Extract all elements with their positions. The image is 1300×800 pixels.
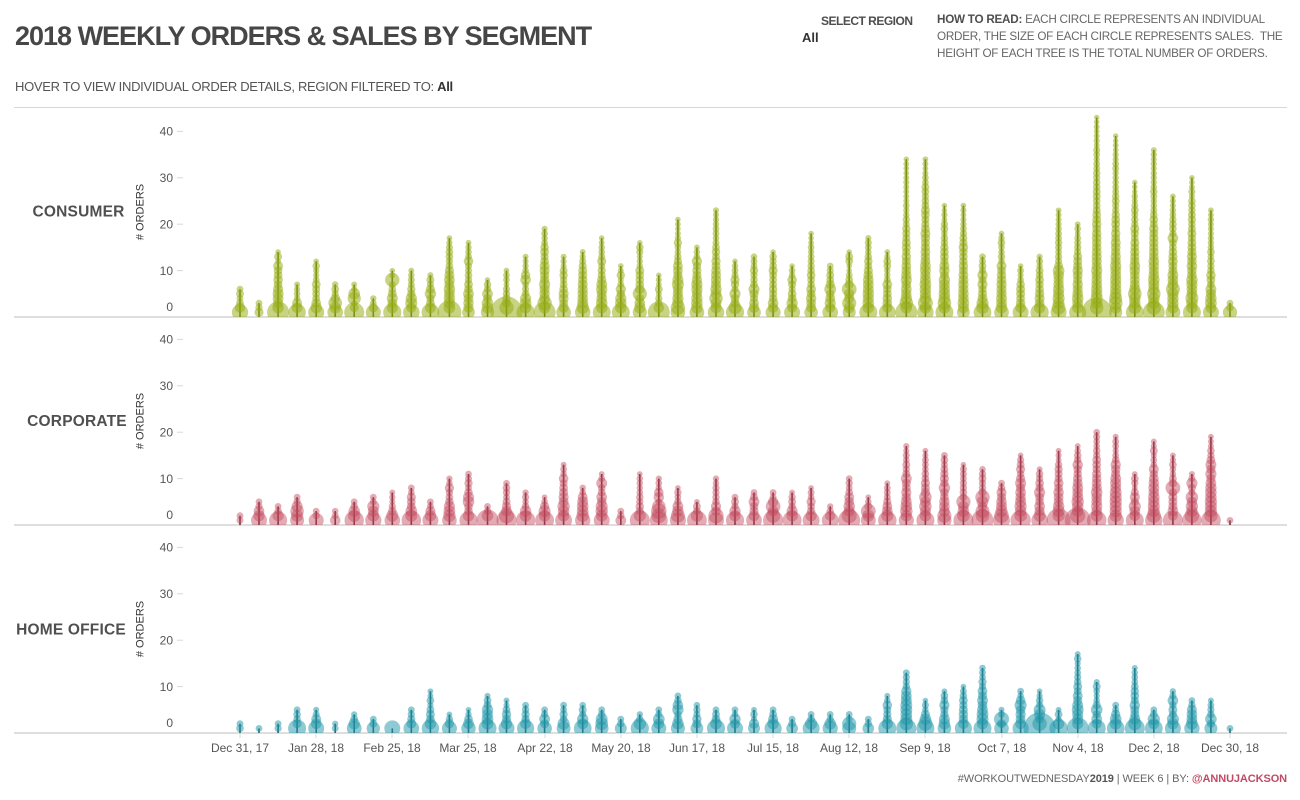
svg-text:20: 20 xyxy=(160,425,174,439)
svg-text:40: 40 xyxy=(160,125,174,139)
svg-text:CORPORATE: CORPORATE xyxy=(27,413,127,430)
svg-text:10: 10 xyxy=(160,472,174,486)
svg-text:Mar 25, 18: Mar 25, 18 xyxy=(439,741,497,755)
svg-text:# ORDERS: # ORDERS xyxy=(135,601,147,657)
svg-text:0: 0 xyxy=(166,716,173,730)
svg-text:Jul 15, 18: Jul 15, 18 xyxy=(747,741,799,755)
svg-text:Oct 7, 18: Oct 7, 18 xyxy=(978,741,1027,755)
svg-text:40: 40 xyxy=(160,333,174,347)
svg-text:Apr 22, 18: Apr 22, 18 xyxy=(517,741,573,755)
svg-text:30: 30 xyxy=(160,171,174,185)
svg-text:# ORDERS: # ORDERS xyxy=(135,393,147,449)
svg-text:Dec 2, 18: Dec 2, 18 xyxy=(1128,741,1180,755)
svg-text:CONSUMER: CONSUMER xyxy=(32,204,124,221)
svg-text:20: 20 xyxy=(160,633,174,647)
svg-text:10: 10 xyxy=(160,680,174,694)
svg-text:HOME OFFICE: HOME OFFICE xyxy=(16,622,126,639)
svg-text:Aug 12, 18: Aug 12, 18 xyxy=(820,741,878,755)
svg-text:40: 40 xyxy=(160,541,174,555)
svg-text:30: 30 xyxy=(160,379,174,393)
svg-text:20: 20 xyxy=(160,217,174,231)
svg-text:Dec 31, 17: Dec 31, 17 xyxy=(211,741,269,755)
svg-text:30: 30 xyxy=(160,587,174,601)
svg-text:0: 0 xyxy=(166,300,173,314)
svg-text:Jun 17, 18: Jun 17, 18 xyxy=(669,741,725,755)
svg-text:# ORDERS: # ORDERS xyxy=(135,184,147,240)
svg-text:May 20, 18: May 20, 18 xyxy=(591,741,651,755)
svg-text:10: 10 xyxy=(160,264,174,278)
svg-text:0: 0 xyxy=(166,508,173,522)
svg-text:Sep 9, 18: Sep 9, 18 xyxy=(899,741,951,755)
svg-text:Dec 30, 18: Dec 30, 18 xyxy=(1201,741,1259,755)
svg-text:Feb 25, 18: Feb 25, 18 xyxy=(363,741,421,755)
svg-text:Jan 28, 18: Jan 28, 18 xyxy=(288,741,344,755)
svg-text:Nov 4, 18: Nov 4, 18 xyxy=(1052,741,1104,755)
